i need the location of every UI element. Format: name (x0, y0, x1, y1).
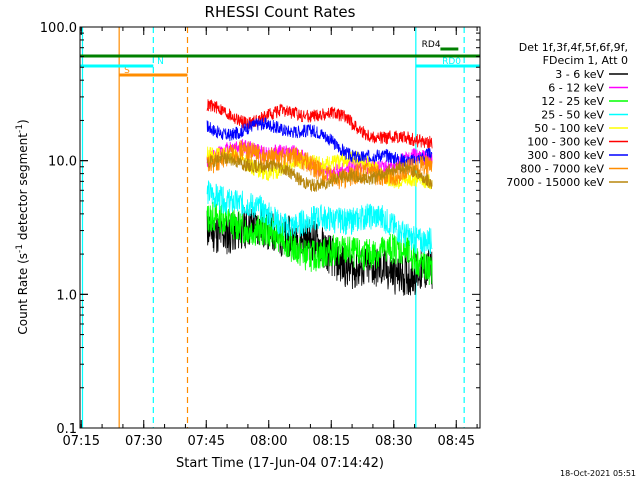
x-tick-label: 08:30 (375, 434, 412, 449)
legend-header-2: FDecim 1, Att 0 (543, 54, 628, 67)
y-tick-label: 100.0 (40, 21, 77, 36)
x-tick-label: 08:15 (313, 434, 350, 449)
legend-item-label: 100 - 300 keV (527, 136, 604, 149)
series-line-100to300kev (206, 99, 433, 150)
state-bar-label-s: S (124, 66, 130, 76)
x-tick-label: 08:00 (250, 434, 287, 449)
series-line-7000to15000kev (206, 152, 433, 192)
x-tick-label: 08:45 (438, 434, 475, 449)
series-line-300to800kev (206, 117, 433, 167)
legend: Det 1f,3f,4f,5f,6f,9f, FDecim 1, Att 0 3… (506, 41, 628, 189)
legend-header-1: Det 1f,3f,4f,5f,6f,9f, (519, 41, 628, 54)
y-tick-label: 10.0 (48, 155, 77, 170)
series-line-800to7000kev (206, 140, 433, 190)
x-tick-label: 07:15 (63, 434, 100, 449)
legend-item-label: 25 - 50 keV (541, 109, 604, 122)
legend-item-label: 3 - 6 keV (555, 68, 604, 81)
legend-item-label: 50 - 100 keV (534, 122, 604, 135)
series-line-25to50kev (206, 180, 433, 255)
chart-title: RHESSI Count Rates (205, 3, 356, 21)
legend-item-label: 800 - 7000 keV (520, 163, 604, 176)
x-tick-label: 07:30 (125, 434, 162, 449)
y-label-sup1: -1 (15, 244, 25, 253)
y-label-sup2: -1 (15, 124, 25, 133)
legend-item-label: 300 - 800 keV (527, 149, 604, 162)
legend-item-label: 6 - 12 keV (548, 82, 604, 95)
y-label-mid: detector segment (16, 133, 30, 244)
timestamp: 18-Oct-2021 05:51 (560, 469, 636, 478)
x-axis-label: Start Time (17-Jun-04 07:14:42) (176, 456, 384, 471)
state-bar-label-rd0: RD0 (442, 57, 461, 67)
y-tick-label: 0.1 (56, 422, 77, 437)
legend-item-label: 12 - 25 keV (541, 95, 604, 108)
state-bar-label-n: N (157, 57, 164, 67)
y-label-end: ) (16, 119, 30, 124)
y-axis-label: Count Rate (s-1 detector segment-1) (15, 119, 30, 334)
series-line-12to25kev (206, 201, 433, 286)
plot-frame (79, 26, 481, 429)
legend-item-label: 7000 - 15000 keV (506, 176, 604, 189)
y-label-main: Count Rate (s (16, 253, 30, 335)
x-tick-label: 07:45 (188, 434, 225, 449)
y-tick-label: 1.0 (56, 288, 77, 303)
state-bar-label-rd4: RD4 (422, 40, 441, 50)
